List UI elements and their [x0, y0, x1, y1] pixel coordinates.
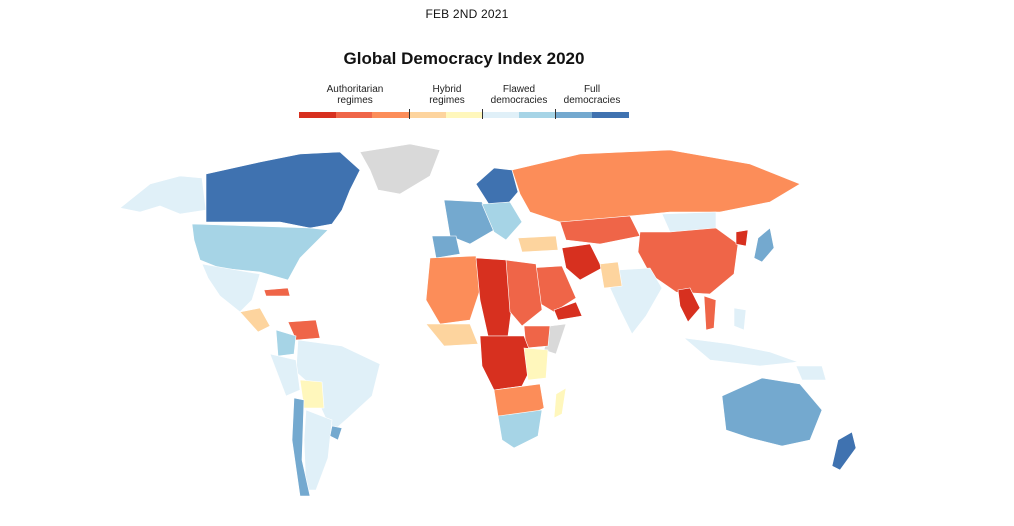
legend-divider-hybrid-flawed [482, 109, 483, 119]
country-north-korea[interactable] [735, 229, 749, 247]
country-new-zealand[interactable] [831, 431, 857, 471]
legend-swatch-3 [372, 112, 410, 118]
legend-swatch-4 [409, 112, 446, 118]
country-brazil[interactable] [295, 339, 381, 433]
legend-swatch-2 [335, 112, 373, 118]
country-iberia[interactable] [431, 235, 461, 259]
world-map [110, 140, 900, 510]
legend-swatch-8 [555, 112, 593, 118]
country-central-africa[interactable] [479, 335, 535, 391]
country-western-europe[interactable] [443, 199, 495, 245]
legend-divider-authoritarian-hybrid [409, 109, 410, 119]
country-uruguay[interactable] [329, 425, 343, 441]
legend-swatch-7 [519, 112, 556, 118]
legend-label-hybrid-line2: regimes [429, 95, 465, 106]
country-venezuela[interactable] [287, 319, 321, 341]
legend-color-scale [299, 112, 630, 118]
country-united-states[interactable] [191, 223, 329, 281]
legend-group-hybrid: Hybrid regimes [411, 84, 483, 106]
country-ethiopia[interactable] [523, 325, 551, 349]
map-title: Global Democracy Index 2020 [343, 49, 585, 68]
legend-label-flawed-line1: Flawed [502, 84, 536, 95]
country-madagascar[interactable] [553, 387, 567, 419]
legend-label-authoritarian-line1: Authoritarian [326, 84, 384, 95]
legend-swatch-5 [445, 112, 483, 118]
country-philippines[interactable] [733, 307, 747, 331]
country-papua-new-guinea[interactable] [795, 365, 827, 381]
country-russia[interactable] [511, 149, 801, 223]
legend-swatch-6 [482, 112, 520, 118]
country-turkey[interactable] [517, 235, 559, 253]
country-indonesia[interactable] [683, 337, 799, 367]
country-china[interactable] [637, 227, 739, 295]
country-bolivia[interactable] [299, 379, 325, 409]
legend-group-flawed: Flawed democracies [483, 84, 555, 106]
country-cuba[interactable] [263, 287, 291, 297]
country-west-africa[interactable] [425, 323, 479, 347]
legend-label-full-line1: Full [583, 84, 601, 95]
country-iran[interactable] [561, 243, 603, 281]
country-peru[interactable] [269, 353, 301, 397]
country-central-europe[interactable] [481, 201, 523, 241]
country-yemen[interactable] [553, 301, 583, 321]
country-scandinavia[interactable] [475, 167, 519, 207]
legend: Authoritarian regimes Hybrid regimes Fla… [299, 84, 630, 120]
legend-swatch-9 [592, 112, 630, 118]
legend-label-flawed-line2: democracies [490, 95, 548, 106]
country-greenland[interactable] [359, 143, 441, 195]
country-india[interactable] [609, 267, 663, 335]
country-japan[interactable] [753, 227, 775, 263]
country-egypt-sudan[interactable] [505, 259, 543, 327]
country-central-america[interactable] [239, 307, 271, 333]
country-southern-africa[interactable] [497, 409, 543, 449]
legend-swatch-1 [299, 112, 336, 118]
country-colombia[interactable] [275, 329, 297, 357]
legend-label-authoritarian-line2: regimes [337, 95, 373, 106]
country-pakistan[interactable] [599, 261, 623, 289]
legend-label-hybrid-line1: Hybrid [432, 84, 462, 95]
world-map-svg [119, 143, 857, 497]
country-east-africa[interactable] [523, 347, 549, 381]
legend-group-authoritarian: Authoritarian regimes [307, 84, 403, 106]
country-chile[interactable] [291, 397, 311, 497]
publication-date: FEB 2ND 2021 [425, 7, 509, 21]
country-myanmar[interactable] [677, 287, 701, 323]
country-alaska[interactable] [119, 175, 207, 215]
country-kazakhstan[interactable] [559, 215, 641, 245]
legend-group-full: Full democracies [555, 84, 629, 106]
country-canada[interactable] [205, 151, 361, 229]
country-northwest-africa[interactable] [425, 255, 481, 325]
country-australia[interactable] [721, 377, 823, 447]
country-argentina[interactable] [303, 409, 333, 491]
legend-label-full-line2: democracies [563, 95, 621, 106]
country-vietnam[interactable] [703, 295, 717, 331]
legend-divider-flawed-full [555, 109, 556, 119]
